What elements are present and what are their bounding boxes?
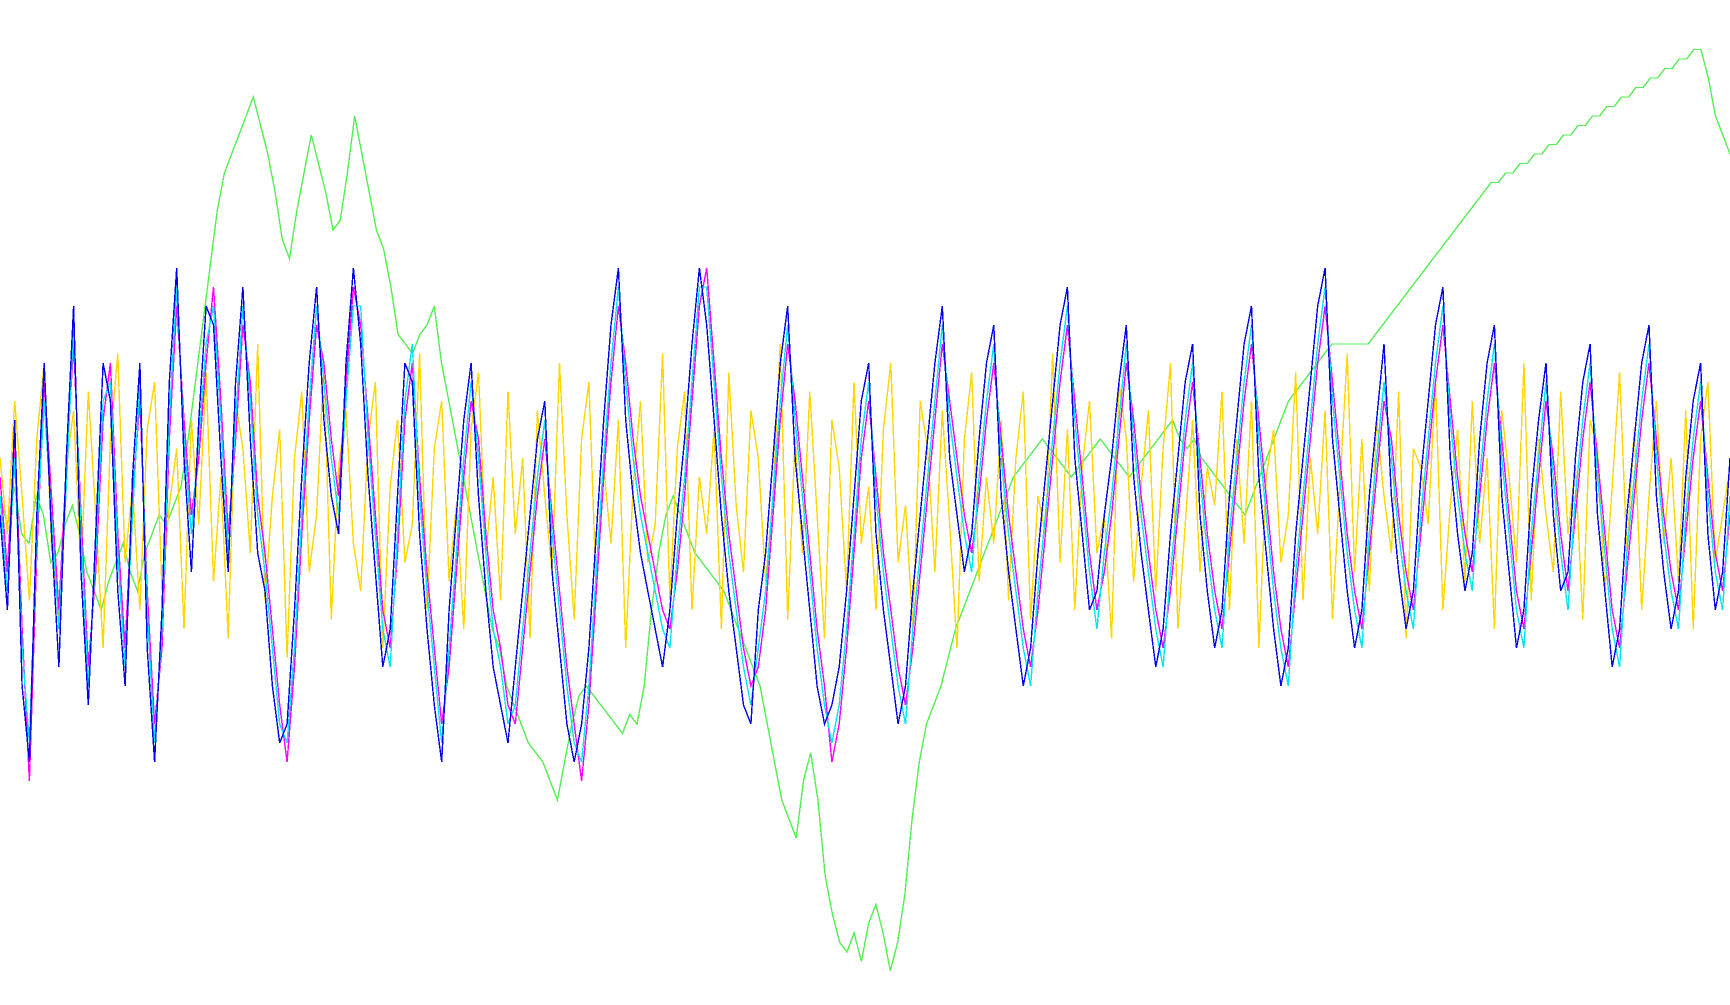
series-line-4	[0, 286, 1730, 763]
series-line-2	[0, 343, 1730, 658]
series-line-5	[0, 267, 1730, 763]
series-line-1	[0, 48, 1730, 972]
series-line-3	[0, 267, 1730, 782]
series-layer	[0, 48, 1730, 972]
